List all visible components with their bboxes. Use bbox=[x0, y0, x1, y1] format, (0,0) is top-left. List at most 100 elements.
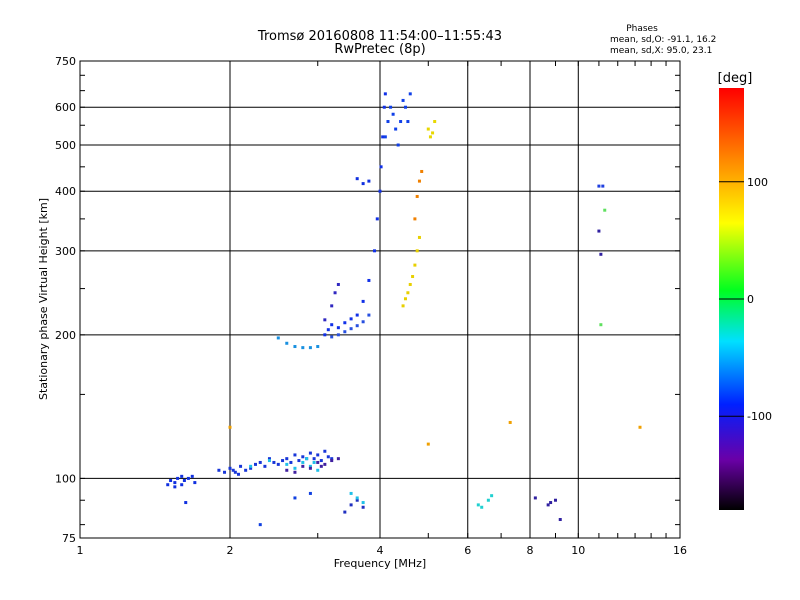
data-point bbox=[308, 491, 312, 495]
data-point bbox=[336, 282, 340, 286]
data-point bbox=[386, 120, 390, 124]
data-point bbox=[293, 470, 297, 474]
data-point bbox=[180, 483, 184, 487]
data-point bbox=[267, 459, 271, 463]
data-point bbox=[173, 485, 177, 489]
data-point bbox=[293, 345, 297, 349]
data-point bbox=[236, 472, 240, 476]
data-point bbox=[231, 468, 235, 472]
data-point bbox=[330, 457, 334, 461]
tick-labels: 1 2 4 6 8 10 16 75 100 200 300 400 500 600 750 bbox=[55, 55, 687, 557]
data-point bbox=[349, 503, 353, 507]
data-point bbox=[190, 474, 194, 478]
data-point bbox=[486, 498, 490, 502]
data-point bbox=[249, 464, 253, 468]
data-point bbox=[323, 449, 327, 453]
data-point bbox=[391, 112, 395, 116]
y-axis-label: Stationary phase Virtual Height [km] bbox=[37, 198, 50, 400]
data-point bbox=[193, 481, 197, 485]
data-point bbox=[411, 275, 415, 279]
data-point bbox=[408, 282, 412, 286]
data-point bbox=[319, 459, 323, 463]
data-point bbox=[308, 466, 312, 470]
data-point bbox=[379, 165, 383, 169]
y-tick-label: 400 bbox=[55, 185, 76, 198]
data-point bbox=[308, 464, 312, 468]
data-point bbox=[336, 326, 340, 330]
data-point bbox=[305, 457, 309, 461]
data-point bbox=[597, 229, 601, 233]
data-point bbox=[258, 460, 262, 464]
y-tick-label: 750 bbox=[55, 55, 76, 68]
colorbar-tick-label: 100 bbox=[747, 176, 768, 189]
data-point bbox=[308, 346, 312, 350]
data-point bbox=[323, 462, 327, 466]
data-point bbox=[343, 330, 347, 334]
data-point bbox=[476, 503, 480, 507]
data-point bbox=[415, 194, 419, 198]
x-tick-label: 2 bbox=[227, 544, 234, 557]
data-point bbox=[480, 505, 484, 509]
data-point bbox=[263, 464, 267, 468]
data-point bbox=[355, 324, 359, 328]
data-point bbox=[396, 143, 400, 147]
data-point bbox=[336, 333, 340, 337]
data-point bbox=[428, 135, 432, 139]
x-tick-label: 4 bbox=[377, 544, 384, 557]
data-point bbox=[343, 321, 347, 325]
data-point bbox=[333, 291, 337, 295]
x-tick-label: 16 bbox=[673, 544, 687, 557]
data-point bbox=[361, 320, 365, 324]
data-point bbox=[281, 459, 285, 463]
data-point bbox=[349, 491, 353, 495]
data-point bbox=[285, 341, 289, 345]
data-point bbox=[330, 459, 334, 463]
data-point bbox=[355, 498, 359, 502]
data-points bbox=[166, 92, 642, 527]
data-point bbox=[312, 460, 316, 464]
data-point bbox=[180, 474, 184, 478]
data-point bbox=[399, 120, 403, 124]
x-axis-label: Frequency [MHz] bbox=[334, 557, 426, 570]
data-point bbox=[553, 498, 557, 502]
data-point bbox=[533, 496, 537, 500]
data-point bbox=[367, 179, 371, 183]
stats-line-x: mean, sd,X: 95.0, 23.1 bbox=[610, 46, 712, 56]
plot-frame bbox=[79, 60, 681, 539]
data-point bbox=[330, 304, 334, 308]
data-point bbox=[599, 323, 603, 327]
colorbar-tick-label: -100 bbox=[747, 410, 772, 423]
data-point bbox=[316, 345, 320, 349]
stats-line-o: mean, sd,O: -91.1, 16.2 bbox=[610, 35, 716, 45]
data-point bbox=[244, 468, 248, 472]
data-point bbox=[173, 481, 177, 485]
data-point bbox=[508, 420, 512, 424]
data-point bbox=[383, 92, 387, 96]
data-point bbox=[253, 462, 257, 466]
data-point bbox=[546, 503, 550, 507]
data-point bbox=[406, 120, 410, 124]
data-point bbox=[417, 235, 421, 239]
data-point bbox=[301, 346, 305, 350]
chart-title: Tromsø 20160808 11:54:00–11:55:43 bbox=[257, 29, 502, 44]
data-point bbox=[301, 455, 305, 459]
data-point bbox=[285, 457, 289, 461]
data-point bbox=[316, 453, 320, 457]
data-point bbox=[367, 313, 371, 317]
data-point bbox=[326, 455, 330, 459]
data-point bbox=[426, 127, 430, 131]
data-point bbox=[184, 501, 188, 505]
data-point bbox=[403, 297, 407, 301]
data-point bbox=[549, 501, 553, 505]
data-point bbox=[401, 98, 405, 102]
data-point bbox=[355, 177, 359, 181]
data-point bbox=[228, 466, 232, 470]
data-point bbox=[599, 252, 603, 256]
y-tick-label: 300 bbox=[55, 245, 76, 258]
data-point bbox=[433, 120, 437, 124]
data-point bbox=[285, 462, 289, 466]
data-point bbox=[415, 249, 419, 253]
data-point bbox=[166, 483, 170, 487]
data-point bbox=[355, 496, 359, 500]
data-point bbox=[301, 464, 305, 468]
